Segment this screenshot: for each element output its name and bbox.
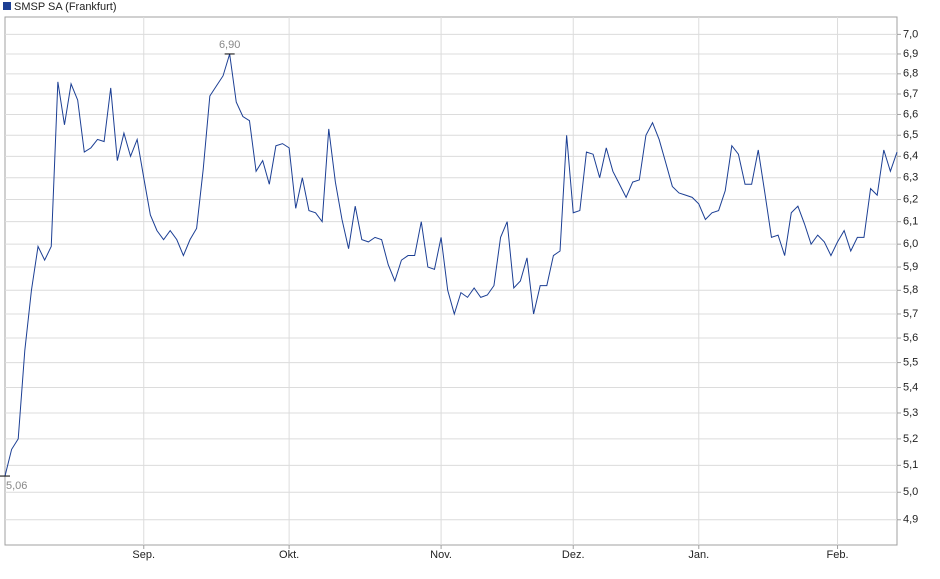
value-label: 5,06 (6, 480, 27, 492)
x-tick-label: Sep. (132, 549, 155, 561)
y-tick-label: 5,2 (903, 433, 918, 445)
line (4, 53, 898, 477)
y-tick-label: 6,9 (903, 48, 918, 60)
y-tick-label: 5,1 (903, 459, 918, 471)
y-tick-label: 5,5 (903, 356, 918, 368)
y-tick-label: 6,1 (903, 216, 918, 228)
plot-frame (4, 16, 898, 546)
y-tick-label: 4,9 (903, 514, 918, 526)
x-tick-label: Dez. (562, 549, 585, 561)
legend-swatch (3, 2, 11, 10)
y-tick-label: 6,5 (903, 129, 918, 141)
y-tick-label: 5,7 (903, 308, 918, 320)
y-tick-label: 5,3 (903, 407, 918, 419)
y-tick-label: 5,0 (903, 486, 918, 498)
y-tick-label: 6,8 (903, 68, 918, 80)
y-tick-label: 5,6 (903, 332, 918, 344)
x-tick-label: Nov. (430, 549, 452, 561)
y-tick-label: 5,9 (903, 261, 918, 273)
x-tick-label: Feb. (827, 549, 849, 561)
value-label: 6,90 (219, 39, 240, 51)
y-tick-label: 6,2 (903, 193, 918, 205)
y-tick-label: 6,0 (903, 238, 918, 250)
y-tick-label: 5,4 (903, 381, 918, 393)
x-tick-label: Jan. (688, 549, 709, 561)
y-tick-label: 6,4 (903, 150, 918, 162)
y-tick-label: 7,0 (903, 28, 918, 40)
y-tick-label: 5,8 (903, 284, 918, 296)
y-tick-label: 6,3 (903, 172, 918, 184)
legend-label: SMSP SA (Frankfurt) (14, 1, 117, 13)
y-tick-label: 6,6 (903, 108, 918, 120)
y-tick-label: 6,7 (903, 88, 918, 100)
x-tick-label: Okt. (279, 549, 299, 561)
